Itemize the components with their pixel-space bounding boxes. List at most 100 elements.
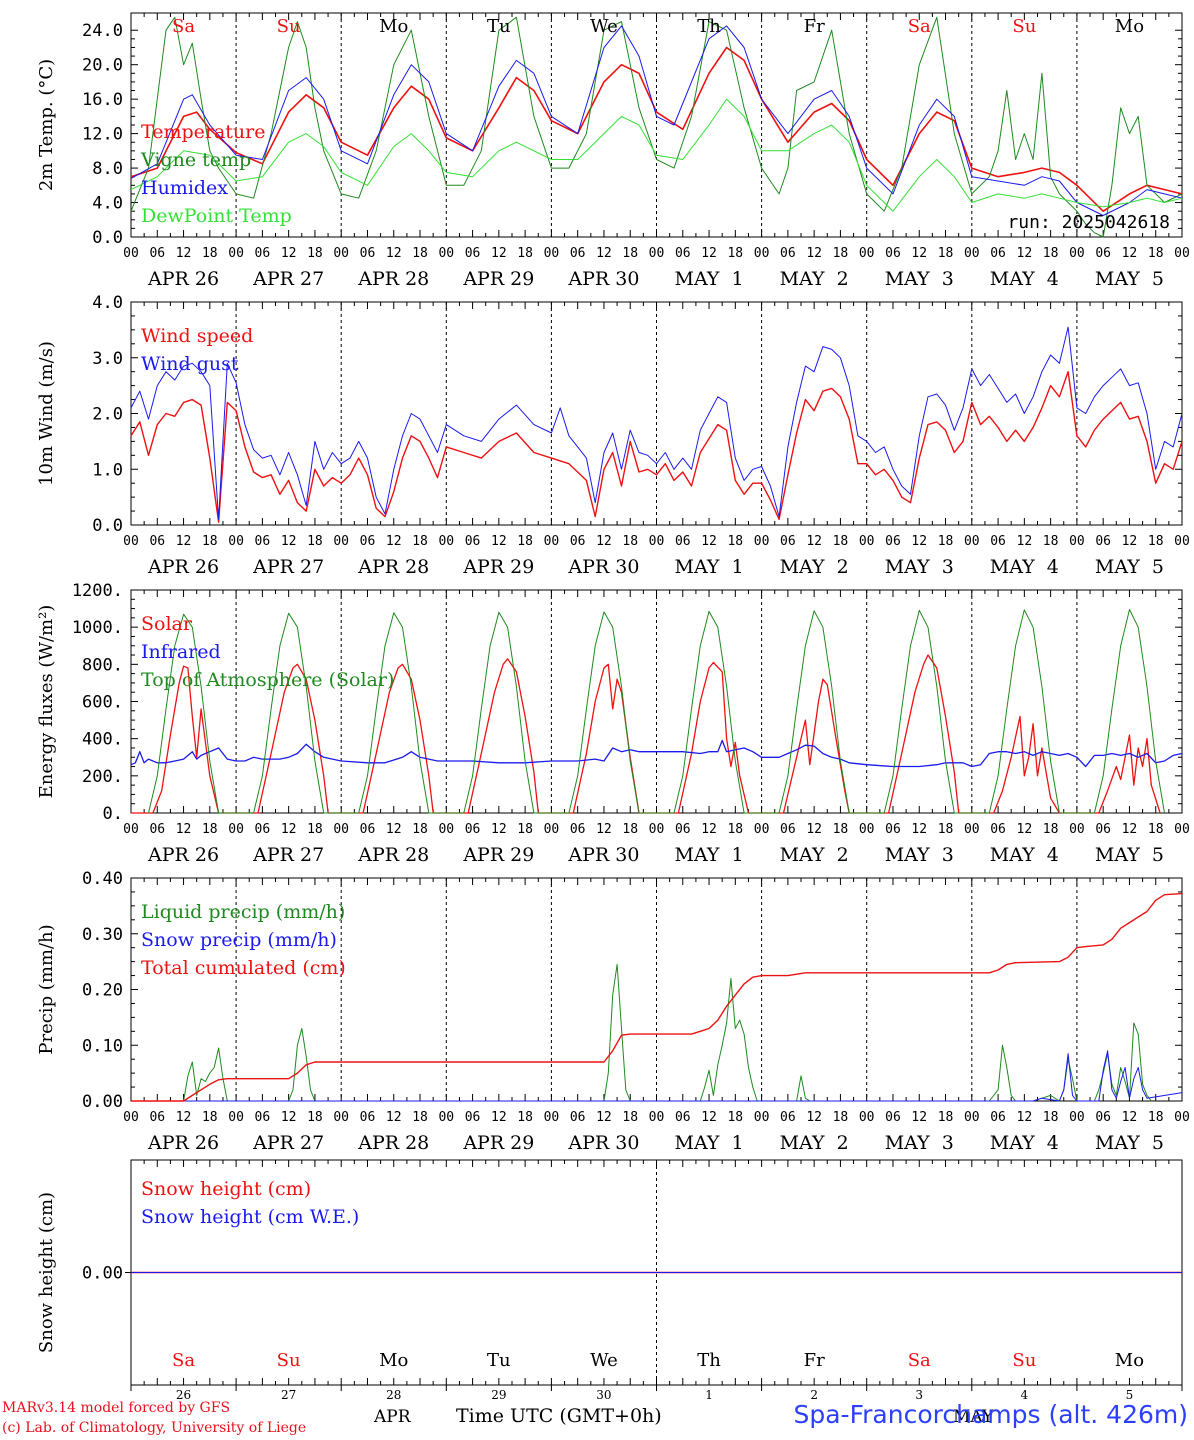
hour-tick-label: 06	[780, 1110, 796, 1125]
y-axis-title: Energy fluxes (W/m²)	[36, 605, 57, 799]
hour-tick-label: 06	[780, 534, 796, 549]
legend-entry: Snow height (cm W.E.)	[141, 1206, 359, 1228]
date-label: MAY 2	[780, 556, 849, 578]
hour-tick-label: 06	[570, 534, 586, 549]
y-tick-label: 1200.	[72, 581, 123, 601]
weekday-label: Tu	[487, 1350, 511, 1371]
date-label: MAY 5	[1095, 268, 1164, 290]
hour-tick-label: 06	[675, 246, 691, 261]
day-number: 1	[705, 1388, 713, 1402]
day-number: 4	[1021, 1388, 1029, 1402]
series-line	[148, 609, 1165, 814]
hour-tick-label: 18	[833, 246, 849, 261]
hour-tick-label: 00	[438, 822, 454, 837]
lab-credit: (c) Lab. of Climatology, University of L…	[2, 1420, 307, 1436]
y-tick-label: 0.10	[82, 1036, 123, 1056]
hour-tick-label: 00	[438, 534, 454, 549]
hour-tick-label: 18	[727, 822, 743, 837]
hour-tick-label: 18	[1148, 534, 1164, 549]
date-label: APR 28	[357, 844, 429, 866]
hour-tick-label: 18	[202, 534, 218, 549]
hour-tick-label: 18	[622, 822, 638, 837]
series-line	[130, 25, 1183, 216]
y-tick-label: 0.00	[82, 1092, 123, 1112]
series-line	[131, 963, 1152, 1102]
hour-tick-label: 00	[333, 1110, 349, 1125]
hour-tick-label: 18	[307, 822, 323, 837]
date-label: APR 26	[147, 556, 219, 578]
y-tick-label: 0.	[103, 804, 123, 824]
y-tick-label: 0.00	[82, 1264, 123, 1284]
date-label: MAY 3	[885, 268, 954, 290]
hour-tick-label: 00	[859, 534, 875, 549]
hour-tick-label: 00	[964, 246, 980, 261]
date-label: MAY 4	[990, 556, 1059, 578]
weekday-label: Su	[277, 16, 301, 37]
hour-tick-label: 18	[1043, 246, 1059, 261]
hour-tick-label: 00	[333, 246, 349, 261]
panel-3: 0. 200. 400. 600. 800. 1000. 1200. Energy fluxe…	[36, 581, 1190, 866]
weekday-label: Fr	[804, 1350, 825, 1371]
time-axis-label: Time UTC (GMT+0h)	[456, 1405, 662, 1427]
series-line	[131, 892, 1183, 1102]
hour-tick-label: 00	[649, 1110, 665, 1125]
hour-tick-label: 00	[228, 534, 244, 549]
hour-tick-label: 00	[544, 1110, 560, 1125]
hour-tick-label: 06	[990, 1110, 1006, 1125]
hour-tick-label: 18	[622, 534, 638, 549]
hour-tick-label: 18	[1148, 1110, 1164, 1125]
hour-tick-label: 12	[281, 534, 297, 549]
hour-tick-label: 12	[176, 1110, 192, 1125]
hour-tick-label: 18	[938, 1110, 954, 1125]
hour-tick-label: 18	[833, 822, 849, 837]
hour-tick-label: 12	[701, 822, 717, 837]
y-tick-label: 8.0	[92, 159, 123, 179]
hour-tick-label: 06	[1095, 534, 1111, 549]
y-axis-title: 10m Wind (m/s)	[36, 341, 57, 486]
hour-tick-label: 06	[675, 1110, 691, 1125]
hour-tick-label: 06	[570, 1110, 586, 1125]
hour-tick-label: 12	[596, 534, 612, 549]
series-line	[130, 46, 1183, 212]
hour-tick-label: 12	[491, 534, 507, 549]
y-tick-label: 0.0	[92, 228, 123, 248]
hour-tick-label: 06	[990, 534, 1006, 549]
date-label: APR 27	[252, 844, 324, 866]
y-tick-label: 4.0	[92, 194, 123, 214]
hour-tick-label: 06	[149, 534, 165, 549]
legend-entry: Top of Atmosphere (Solar)	[141, 669, 394, 691]
hour-tick-label: 00	[333, 822, 349, 837]
series-line	[130, 371, 1183, 523]
hour-tick-label: 06	[360, 1110, 376, 1125]
weekday-label: We	[590, 16, 618, 37]
date-label: APR 29	[462, 844, 534, 866]
hour-tick-label: 18	[517, 246, 533, 261]
hour-tick-label: 06	[990, 822, 1006, 837]
hour-tick-label: 00	[438, 1110, 454, 1125]
date-label: APR 30	[567, 844, 639, 866]
month-label-may: MAY	[953, 1407, 994, 1427]
hour-tick-label: 06	[465, 1110, 481, 1125]
legend-entry: Wind speed	[141, 325, 253, 347]
hour-tick-label: 06	[780, 822, 796, 837]
hour-tick-label: 00	[438, 246, 454, 261]
hour-tick-label: 12	[806, 246, 822, 261]
hour-tick-label: 06	[885, 822, 901, 837]
date-label: MAY 5	[1095, 1132, 1164, 1154]
y-tick-label: 1.0	[92, 460, 123, 480]
hour-tick-label: 18	[727, 534, 743, 549]
date-label: APR 30	[567, 268, 639, 290]
hour-tick-label: 00	[859, 246, 875, 261]
hour-tick-label: 00	[333, 534, 349, 549]
hour-tick-label: 00	[123, 534, 139, 549]
y-tick-label: 0.30	[82, 925, 123, 945]
hour-tick-label: 06	[570, 246, 586, 261]
hour-tick-label: 18	[307, 1110, 323, 1125]
hour-tick-label: 00	[859, 822, 875, 837]
legend-entry: Snow precip (mm/h)	[141, 929, 337, 951]
weekday-label: Mo	[379, 16, 408, 37]
hour-tick-label: 06	[885, 534, 901, 549]
hour-tick-label: 18	[622, 246, 638, 261]
date-label: MAY 3	[885, 844, 954, 866]
hour-tick-label: 12	[176, 246, 192, 261]
